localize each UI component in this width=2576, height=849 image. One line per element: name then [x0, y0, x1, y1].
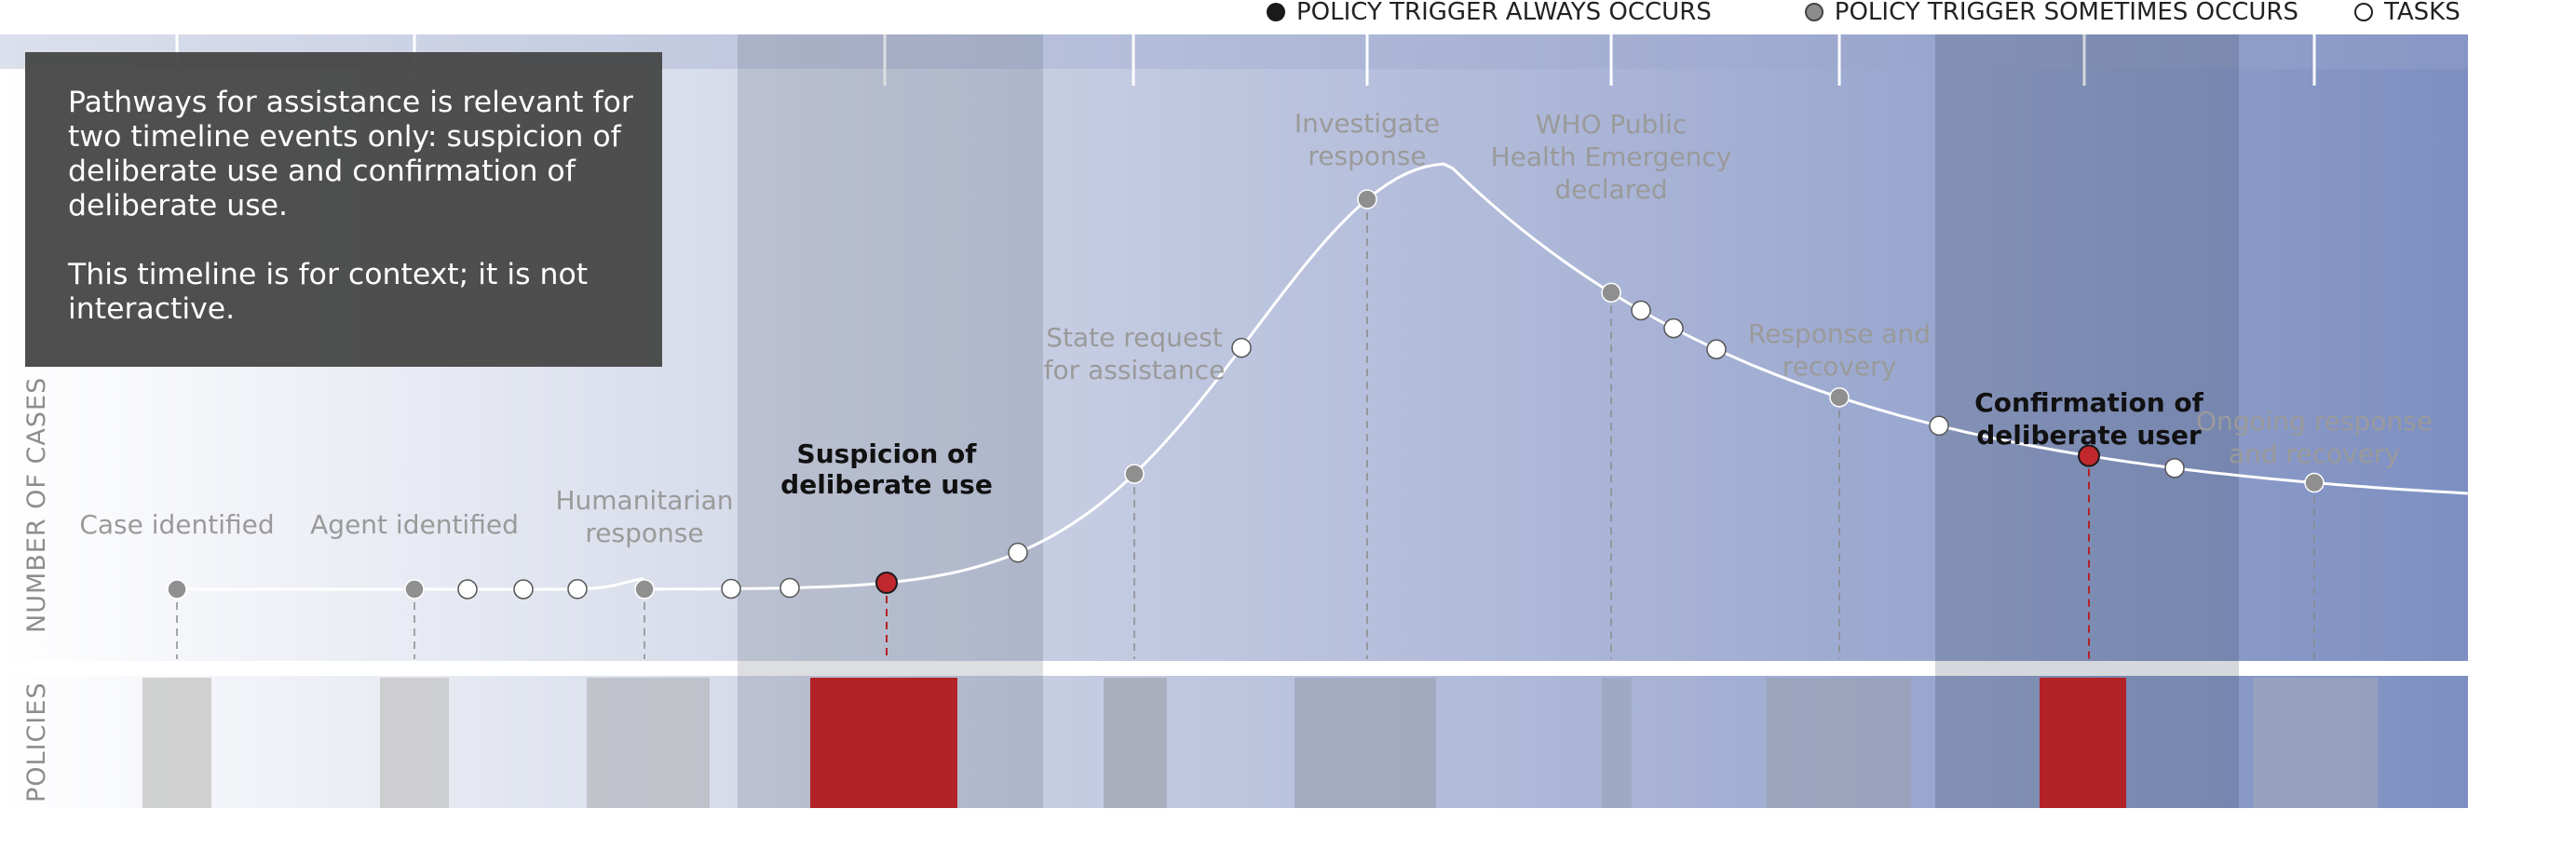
task-dot-icon: [513, 579, 534, 600]
policy-block: [142, 678, 211, 808]
suspicion-of-deliberate-use-event-dot-icon: [875, 571, 898, 594]
suspicion-of-deliberate-use-label: Suspicion of: [797, 438, 978, 469]
policy-block: [1602, 678, 1632, 808]
response-and-recovery-label: recovery: [1783, 351, 1897, 382]
humanitarian-response-event-dot-icon: [634, 579, 655, 600]
policies-axis-label: POLICIES: [22, 681, 51, 802]
who-public-health-emergency-label: Health Emergency: [1491, 142, 1732, 172]
agent-identified-event-dot-icon: [404, 579, 425, 600]
state-request-for-assistance-label: State request: [1046, 322, 1222, 353]
info-text-1: Pathways for assistance is relevant for …: [68, 86, 633, 222]
investigate-response-event-dot-icon: [1357, 189, 1377, 209]
legend-sometimes: POLICY TRIGGER SOMETIMES OCCURS: [1804, 0, 2298, 26]
state-request-for-assistance-event-dot-icon: [1124, 464, 1145, 484]
info-text-2: This timeline is for context; it is not …: [68, 258, 589, 326]
legend-tasks-label: TASKS: [2383, 0, 2461, 26]
policy-block: [2254, 678, 2378, 808]
response-and-recovery-event-dot-icon: [1829, 387, 1850, 408]
legend-always: POLICY TRIGGER ALWAYS OCCURS: [1267, 0, 1712, 26]
ongoing-response-and-recovery-event-dot-icon: [2304, 472, 2325, 493]
always-occurs-dot-icon: [1267, 3, 1285, 21]
confirmation-of-deliberate-user-event-dot-icon: [2078, 444, 2100, 467]
state-request-for-assistance-label: for assistance: [1044, 355, 1226, 385]
info-box: Pathways for assistance is relevant for …: [25, 52, 662, 367]
response-and-recovery-label: Response and: [1748, 318, 1931, 349]
policy-block: [1767, 678, 1911, 808]
policy-block: [1104, 678, 1167, 808]
task-dot-icon: [1008, 542, 1028, 563]
task-dot-icon: [1631, 300, 1651, 321]
task-dot-icon: [1663, 317, 1684, 339]
policy-block: [810, 678, 957, 808]
task-dot-icon: [2164, 458, 2185, 478]
humanitarian-response-label: Humanitarian: [555, 485, 733, 516]
who-public-health-emergency-label: declared: [1554, 174, 1667, 205]
task-dot-icon: [1231, 337, 1252, 358]
sometimes-occurs-dot-icon: [1804, 3, 1824, 21]
who-public-health-emergency-label: WHO Public: [1536, 109, 1688, 140]
legend-always-label: POLICY TRIGGER ALWAYS OCCURS: [1296, 0, 1712, 26]
policy-block: [2040, 678, 2126, 808]
ongoing-response-and-recovery-label: and recovery: [2229, 438, 2400, 469]
case-identified-event-dot-icon: [167, 579, 187, 600]
legend: POLICY TRIGGER ALWAYS OCCURS POLICY TRIG…: [1267, 0, 2461, 26]
humanitarian-response-label: response: [585, 518, 703, 548]
separator-band: [0, 661, 2468, 676]
investigate-response-label: response: [1308, 141, 1426, 171]
legend-sometimes-label: POLICY TRIGGER SOMETIMES OCCURS: [1834, 0, 2298, 26]
task-dot-icon: [457, 579, 478, 600]
suspicion-of-deliberate-use-label: deliberate use: [780, 469, 993, 500]
task-dot-icon: [1929, 415, 1949, 437]
confirmation-of-deliberate-user-label: deliberate user: [1976, 420, 2202, 451]
investigate-response-label: Investigate: [1295, 108, 1440, 139]
task-dot-icon: [1706, 339, 1727, 360]
task-dot-icon: [780, 577, 800, 599]
task-dot-icon: [721, 578, 741, 600]
task-dot-icon: [2353, 3, 2373, 21]
policy-block: [380, 678, 449, 808]
who-public-health-emergency-event-dot-icon: [1601, 282, 1621, 303]
y-axis-label: NUMBER OF CASES: [22, 376, 51, 633]
case-identified-label: Case identified: [79, 509, 274, 540]
agent-identified-label: Agent identified: [310, 509, 519, 540]
confirmation-of-deliberate-user-label: Confirmation of: [1974, 387, 2203, 418]
policy-block: [587, 678, 710, 808]
ongoing-response-and-recovery-label: Ongoing response: [2196, 406, 2433, 437]
legend-tasks: TASKS: [2353, 0, 2461, 26]
task-dot-icon: [567, 579, 588, 600]
policy-block: [1295, 678, 1436, 808]
